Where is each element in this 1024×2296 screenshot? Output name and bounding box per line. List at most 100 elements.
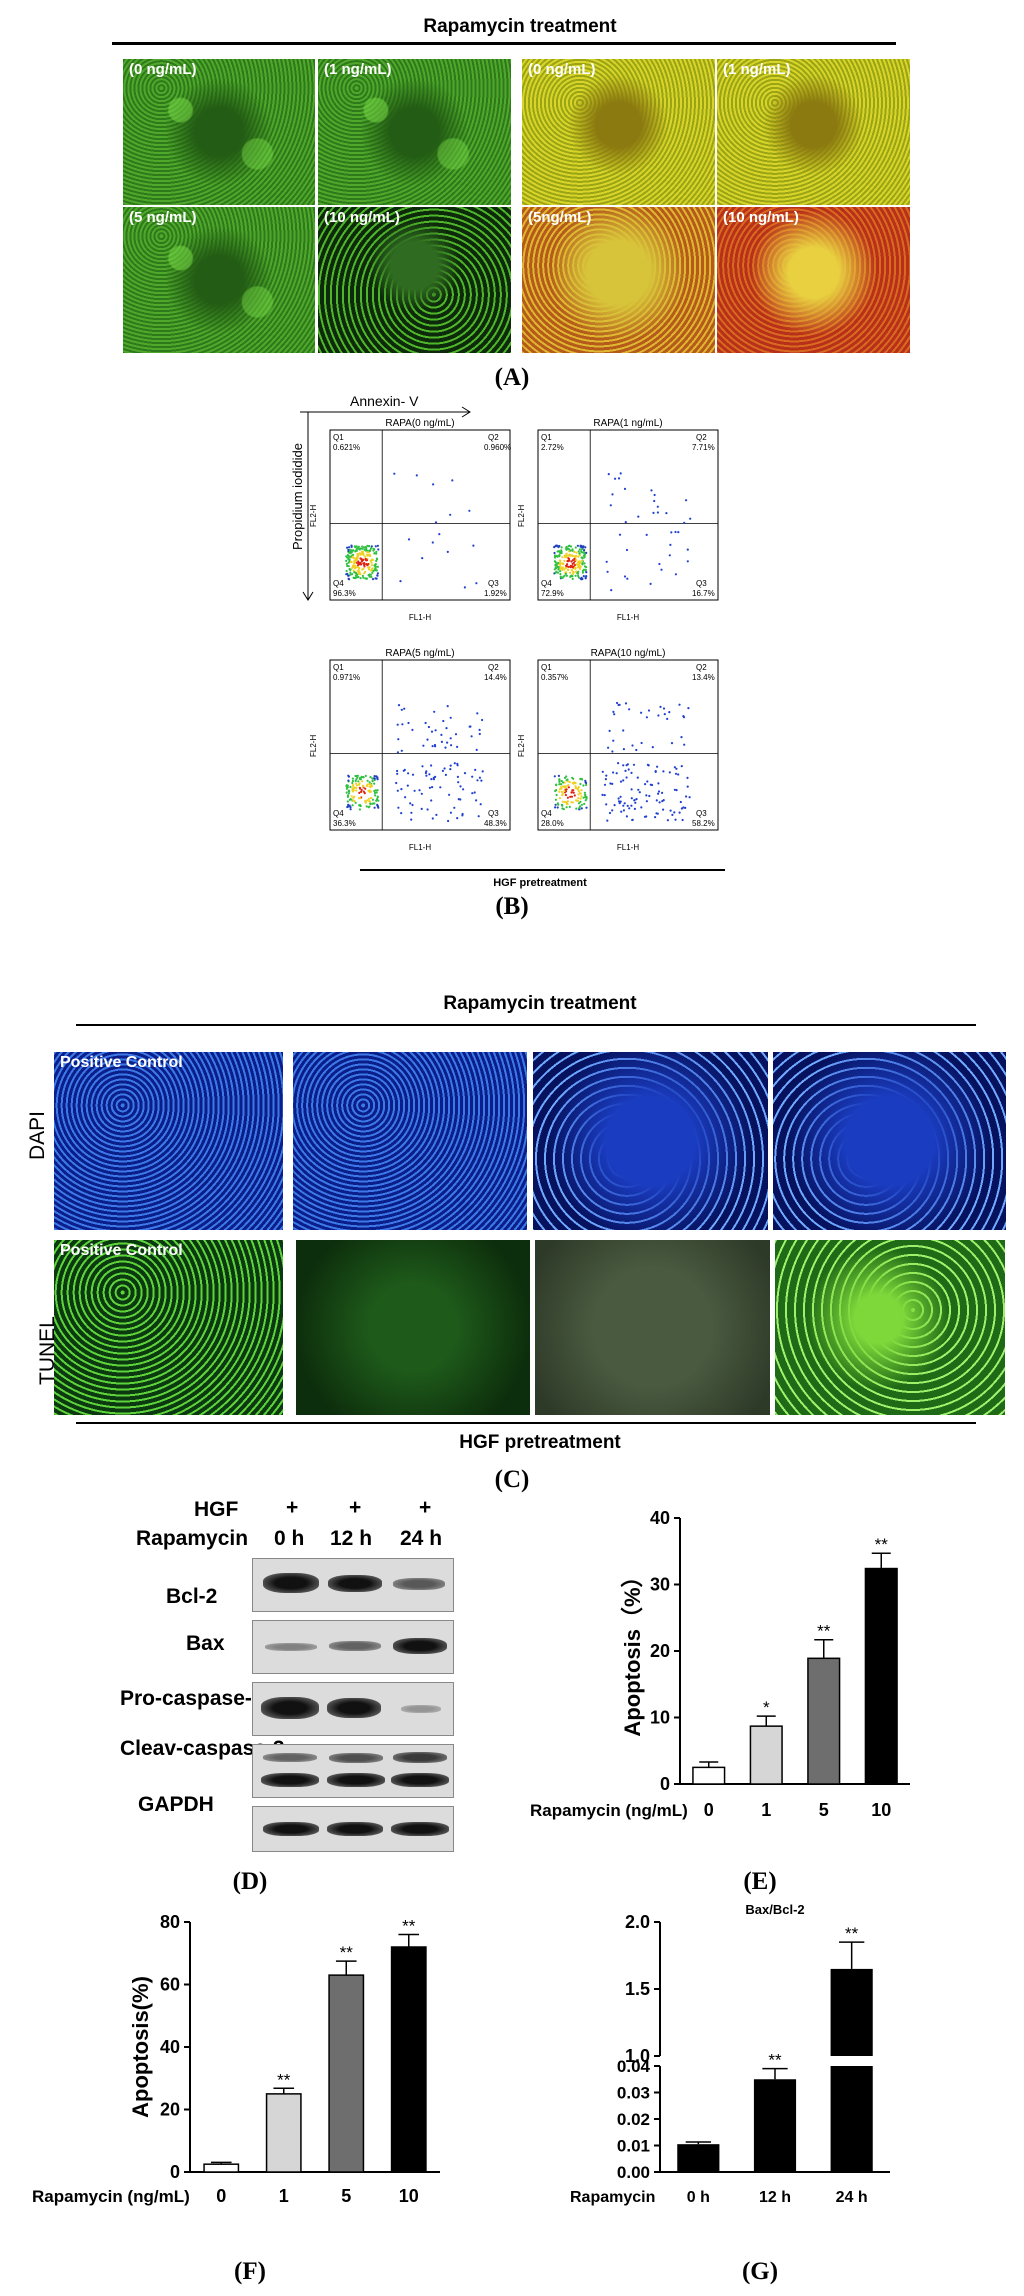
event-dot <box>569 545 573 548</box>
event-dot <box>413 789 416 792</box>
event-dot <box>622 764 625 767</box>
event-dot <box>376 803 379 806</box>
event-dot <box>362 576 365 579</box>
event-dot <box>652 511 655 514</box>
event-dot <box>369 802 372 805</box>
y-axis-title: Apoptosis（%） <box>620 1565 645 1736</box>
event-dot <box>446 705 449 708</box>
event-dot <box>556 802 559 805</box>
y-tick-label: 1.5 <box>625 1979 650 1999</box>
tile-label: (10 ng/mL) <box>324 209 400 226</box>
event-dot <box>368 553 371 556</box>
event-dot <box>481 718 484 722</box>
event-dot <box>371 578 375 581</box>
dapi-row-label: DAPI <box>26 1110 49 1160</box>
event-dot <box>580 559 584 562</box>
event-dot <box>476 712 479 715</box>
event-dot <box>640 806 643 809</box>
x-tick-label: 0 <box>704 1800 714 1820</box>
event-dot <box>431 817 434 820</box>
event-dot <box>666 819 670 822</box>
event-dot <box>358 571 361 574</box>
event-dot <box>375 550 378 553</box>
event-dot <box>609 782 612 785</box>
chart-f: 0 20 40 60 80 0 ** 1 ** 5 ** 10 Apoptosis(%) Rapamyci… <box>32 1912 440 2206</box>
event-dot <box>557 774 561 777</box>
event-dot <box>576 544 580 547</box>
event-dot <box>627 768 630 771</box>
event-dot <box>566 568 570 571</box>
q2-value: 14.4% <box>484 673 507 682</box>
event-dot <box>579 800 582 803</box>
event-dot <box>684 806 687 809</box>
event-dot <box>439 786 442 789</box>
q2-name: Q2 <box>488 433 499 442</box>
event-dot <box>375 798 378 801</box>
event-dot <box>572 789 575 792</box>
event-dot <box>657 790 661 793</box>
event-dot <box>612 710 615 713</box>
event-dot <box>619 795 622 798</box>
blot-bcl2 <box>252 1558 454 1612</box>
event-dot <box>561 567 564 571</box>
event-dot <box>582 784 585 787</box>
event-dot <box>477 815 480 818</box>
dapi-positive-control: Positive Control <box>54 1052 283 1230</box>
event-dot <box>613 804 616 807</box>
event-dot <box>425 774 428 777</box>
event-dot <box>377 548 380 551</box>
event-dot <box>603 783 607 786</box>
event-dot <box>358 786 361 789</box>
y-tick-label: 20 <box>650 1641 670 1661</box>
event-dot <box>352 796 355 799</box>
event-dot <box>577 793 580 796</box>
event-dot <box>617 800 621 803</box>
event-dot <box>365 549 368 552</box>
event-dot <box>638 791 641 794</box>
event-dot <box>562 785 565 788</box>
event-dot <box>358 552 361 555</box>
event-dot <box>562 781 565 784</box>
y-tick-label: 40 <box>650 1508 670 1528</box>
event-dot <box>553 775 556 778</box>
bar-0 <box>692 1766 726 1785</box>
event-dot <box>569 795 572 798</box>
event-dot <box>556 571 560 574</box>
tunel-image-2 <box>296 1240 530 1415</box>
event-dot <box>393 472 396 475</box>
panel-f-label: (F) <box>234 2258 266 2285</box>
event-dot <box>373 777 376 780</box>
event-dot <box>428 773 431 776</box>
significance-mark: ** <box>875 1535 889 1554</box>
positive-control-label: Positive Control <box>60 1054 183 1071</box>
significance-mark: ** <box>277 2070 291 2089</box>
event-dot <box>626 804 629 807</box>
event-dot <box>654 770 657 773</box>
micrograph-green-5: (5 ng/mL) <box>123 207 315 353</box>
micrograph-green-1: (1 ng/mL) <box>318 59 511 205</box>
event-dot <box>658 801 661 804</box>
event-dot <box>361 780 364 783</box>
chart-g-title: Bax/Bcl-2 <box>745 1902 804 1917</box>
event-dot <box>673 788 677 791</box>
event-dot <box>364 799 367 803</box>
event-dot <box>449 768 452 771</box>
event-dot <box>565 546 568 549</box>
event-dot <box>428 786 431 789</box>
event-dot <box>438 533 441 536</box>
event-dot <box>373 791 377 795</box>
event-dot <box>578 567 582 570</box>
event-dot <box>358 566 361 570</box>
event-dot <box>361 545 364 548</box>
event-dot <box>675 789 678 792</box>
event-dot <box>350 544 353 547</box>
event-dot <box>560 803 564 806</box>
event-dot <box>625 548 629 552</box>
event-dot <box>685 499 688 502</box>
event-dot <box>434 729 437 732</box>
event-dot <box>396 772 399 775</box>
bar-5 <box>328 1974 365 2173</box>
event-dot <box>456 775 459 778</box>
